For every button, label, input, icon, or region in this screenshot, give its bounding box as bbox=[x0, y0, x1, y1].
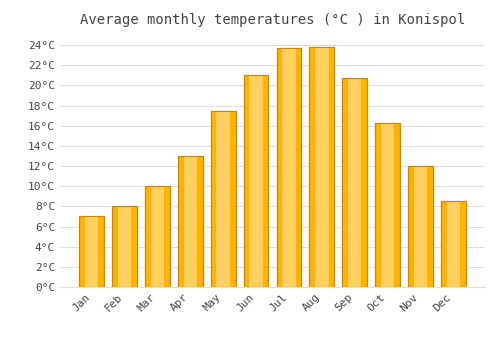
Bar bbox=[178, 156, 203, 287]
Title: Average monthly temperatures (°C ) in Konispol: Average monthly temperatures (°C ) in Ko… bbox=[80, 13, 465, 27]
Bar bbox=[376, 123, 400, 287]
Bar bbox=[211, 111, 236, 287]
Bar bbox=[441, 201, 466, 287]
Bar bbox=[441, 201, 466, 287]
Bar bbox=[112, 206, 137, 287]
Bar bbox=[80, 216, 104, 287]
Bar bbox=[342, 78, 367, 287]
Bar bbox=[244, 75, 268, 287]
Bar bbox=[118, 206, 132, 287]
Bar bbox=[85, 216, 98, 287]
Bar bbox=[310, 47, 334, 287]
Bar bbox=[381, 123, 394, 287]
Bar bbox=[211, 111, 236, 287]
Bar bbox=[216, 111, 230, 287]
Bar bbox=[310, 47, 334, 287]
Bar bbox=[250, 75, 263, 287]
Bar bbox=[376, 123, 400, 287]
Bar bbox=[348, 78, 362, 287]
Bar bbox=[150, 186, 164, 287]
Bar bbox=[414, 166, 428, 287]
Bar bbox=[80, 216, 104, 287]
Bar bbox=[408, 166, 433, 287]
Bar bbox=[112, 206, 137, 287]
Bar bbox=[178, 156, 203, 287]
Bar bbox=[446, 201, 460, 287]
Bar bbox=[315, 47, 328, 287]
Bar bbox=[145, 186, 170, 287]
Bar bbox=[184, 156, 197, 287]
Bar bbox=[342, 78, 367, 287]
Bar bbox=[408, 166, 433, 287]
Bar bbox=[276, 48, 301, 287]
Bar bbox=[145, 186, 170, 287]
Bar bbox=[282, 48, 296, 287]
Bar bbox=[244, 75, 268, 287]
Bar bbox=[276, 48, 301, 287]
